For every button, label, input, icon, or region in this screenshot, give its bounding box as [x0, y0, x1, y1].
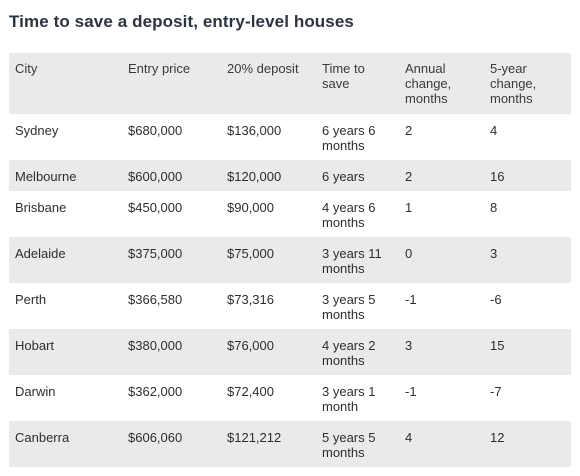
cell-five-year-change: 4	[490, 123, 498, 138]
header-time-to-save: Time to save	[316, 53, 399, 114]
cell-city: Sydney	[15, 123, 59, 138]
cell-deposit: $72,400	[227, 384, 274, 399]
cell-time-to-save: 6 years 6 months	[322, 123, 376, 153]
cell-city: Melbourne	[9, 160, 122, 191]
cell-five-year-change: 3	[484, 237, 571, 283]
cell-entry-price: $606,060	[122, 421, 221, 467]
cell-entry-price: $600,000	[122, 160, 221, 191]
header-five-year-change: 5-year change, months	[484, 53, 571, 114]
cell-annual-change: -1	[405, 292, 417, 307]
cell-annual-change: 2	[405, 123, 413, 138]
header-deposit: 20% deposit	[221, 53, 316, 114]
cell-city: Darwin	[15, 384, 56, 399]
table-row: Sydney $680,000 $136,000 6 years 6 month…	[9, 114, 571, 160]
cell-annual-change: 1	[405, 200, 413, 215]
page-title: Time to save a deposit, entry-level hous…	[9, 12, 354, 31]
cell-entry-price: $366,580	[128, 292, 183, 307]
cell-deposit: $76,000	[221, 329, 316, 375]
cell-deposit: $73,316	[227, 292, 274, 307]
cell-time-to-save: 6 years	[316, 160, 399, 191]
cell-time-to-save: 3 years 1 month	[322, 384, 376, 414]
cell-annual-change: 2	[399, 160, 484, 191]
header-row: City Entry price 20% deposit Time to sav…	[9, 53, 571, 114]
cell-deposit: $121,212	[221, 421, 316, 467]
cell-annual-change: 4	[399, 421, 484, 467]
cell-time-to-save: 3 years 11 months	[316, 237, 399, 283]
header-entry-price: Entry price	[122, 53, 221, 114]
cell-time-to-save: 3 years 5 months	[322, 292, 376, 322]
table-header: City Entry price 20% deposit Time to sav…	[9, 53, 571, 114]
cell-deposit: $120,000	[221, 160, 316, 191]
cell-five-year-change: 12	[484, 421, 571, 467]
table-row: Melbourne $600,000 $120,000 6 years 2 16	[9, 160, 571, 191]
cell-five-year-change: 16	[484, 160, 571, 191]
cell-city: Perth	[15, 292, 47, 307]
cell-deposit: $136,000	[227, 123, 282, 138]
cell-annual-change: 3	[399, 329, 484, 375]
cell-time-to-save: 4 years 6 months	[322, 200, 376, 230]
table-row: Adelaide $375,000 $75,000 3 years 11 mon…	[9, 237, 571, 283]
cell-five-year-change: 15	[484, 329, 571, 375]
cell-annual-change: -1	[405, 384, 417, 399]
table-row: Brisbane $450,000 $90,000 4 years 6 mont…	[9, 191, 571, 237]
cell-entry-price: $380,000	[122, 329, 221, 375]
cell-time-to-save: 5 years 5 months	[316, 421, 399, 467]
header-city: City	[9, 53, 122, 114]
cell-five-year-change: 8	[490, 200, 498, 215]
table-row: Hobart $380,000 $76,000 4 years 2 months…	[9, 329, 571, 375]
cell-city: Adelaide	[9, 237, 122, 283]
cell-city: Hobart	[9, 329, 122, 375]
cell-entry-price: $362,000	[128, 384, 183, 399]
cell-city: Canberra	[9, 421, 122, 467]
cell-entry-price: $375,000	[122, 237, 221, 283]
table-row: Darwin $362,000 $72,400 3 years 1 month …	[9, 375, 571, 421]
cell-five-year-change: -7	[490, 384, 502, 399]
cell-city: Brisbane	[15, 200, 67, 215]
cell-five-year-change: -6	[490, 292, 502, 307]
cell-annual-change: 0	[399, 237, 484, 283]
cell-deposit: $90,000	[227, 200, 274, 215]
cell-entry-price: $680,000	[128, 123, 183, 138]
cell-entry-price: $450,000	[128, 200, 183, 215]
header-annual-change: Annual change, months	[399, 53, 484, 114]
table-row: Perth $366,580 $73,316 3 years 5 months …	[9, 283, 571, 329]
cell-time-to-save: 4 years 2 months	[316, 329, 399, 375]
cell-deposit: $75,000	[221, 237, 316, 283]
table-row: Canberra $606,060 $121,212 5 years 5 mon…	[9, 421, 571, 467]
deposit-table: City Entry price 20% deposit Time to sav…	[9, 53, 571, 467]
table-body: Sydney $680,000 $136,000 6 years 6 month…	[9, 114, 571, 467]
